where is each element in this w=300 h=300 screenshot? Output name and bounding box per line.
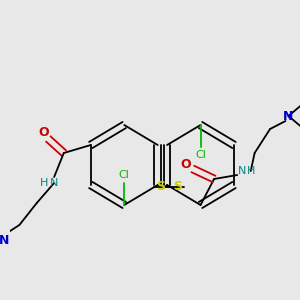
Text: Cl: Cl xyxy=(195,150,206,160)
Text: N: N xyxy=(283,110,294,122)
Text: N: N xyxy=(50,178,58,188)
Text: Cl: Cl xyxy=(119,170,130,180)
Text: O: O xyxy=(181,158,191,170)
Text: N: N xyxy=(238,166,246,176)
Text: S: S xyxy=(156,181,165,194)
Text: S: S xyxy=(173,181,182,194)
Text: O: O xyxy=(38,127,49,140)
Text: H: H xyxy=(40,178,49,188)
Text: H: H xyxy=(247,166,255,176)
Text: N: N xyxy=(0,235,9,248)
